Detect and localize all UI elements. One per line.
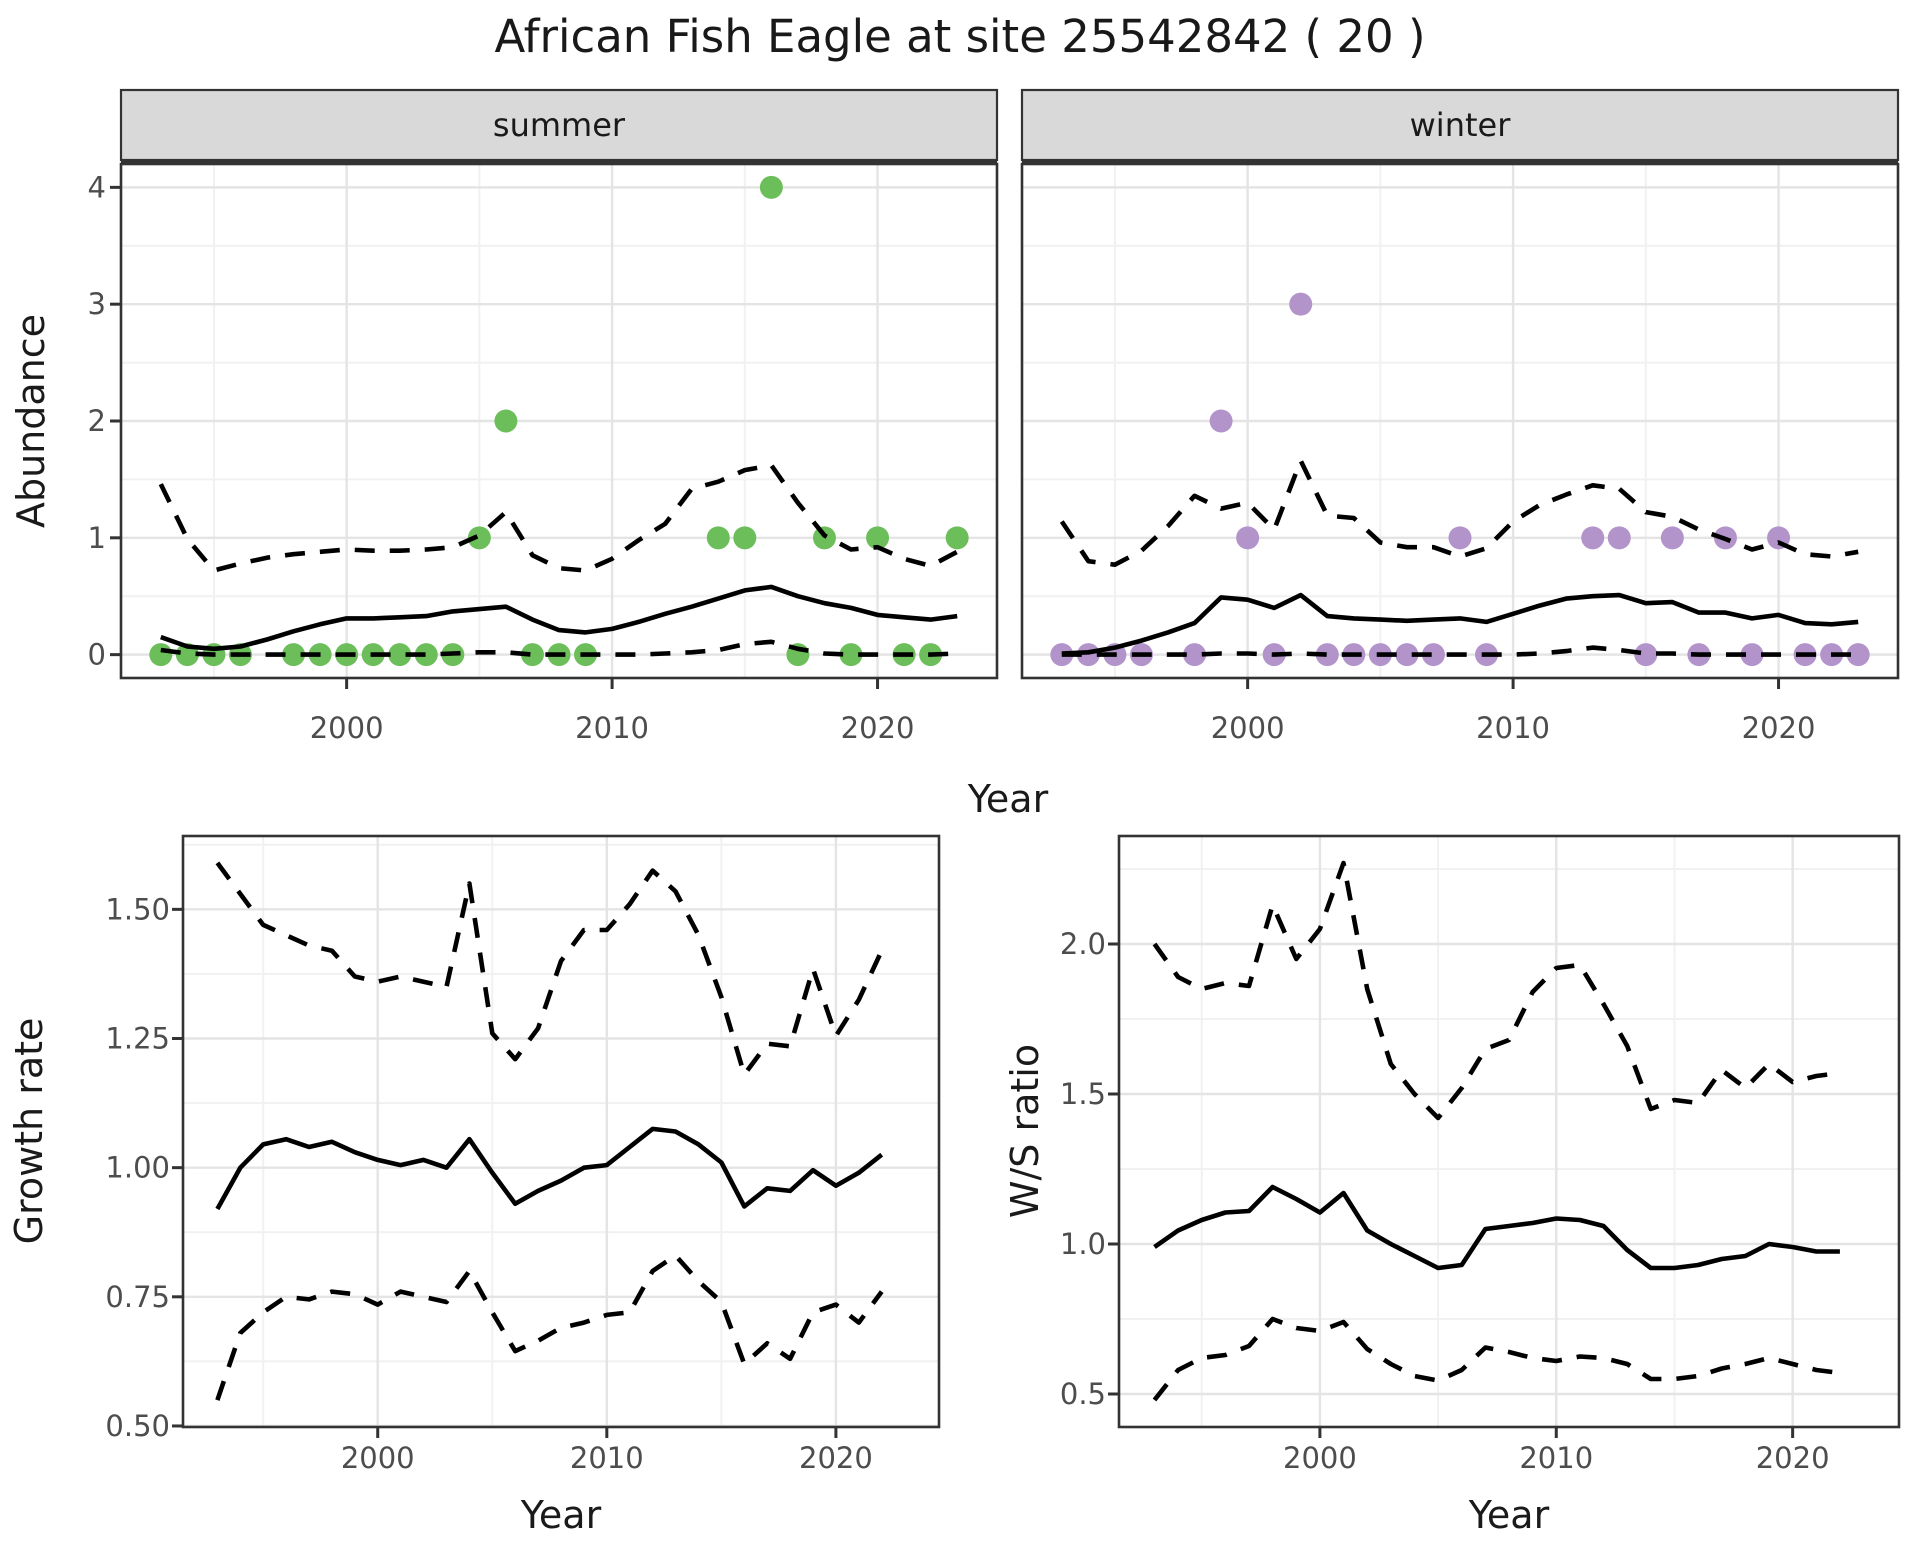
x-tick-label: 2000	[1211, 711, 1285, 745]
series-path-upper95	[1152, 860, 1841, 1121]
data-point	[1846, 643, 1870, 667]
x-tick-label: 2020	[841, 711, 915, 745]
panel-border	[181, 834, 941, 1429]
y-tick-label: 2	[88, 404, 106, 438]
data-point	[1581, 526, 1605, 550]
y-tick-label: 0	[88, 638, 106, 672]
panel-background	[1119, 836, 1899, 1427]
panel-abundance-summer: summer 2000 2010 2020 0 1 2 3 4 Abundance	[9, 88, 999, 745]
x-tick-label: 2020	[1756, 1441, 1830, 1475]
chart-title: African Fish Eagle at site 25542842 ( 20…	[494, 10, 1426, 63]
data-point	[1315, 643, 1339, 667]
data-layer	[215, 861, 884, 1401]
x-tick-label: 2010	[1476, 711, 1550, 745]
series-path-upper95	[215, 861, 884, 1077]
facet-strip-label: summer	[493, 106, 626, 144]
data-point	[733, 526, 757, 550]
y-tick-label: 0.50	[105, 1409, 170, 1443]
series-path-lower95	[1061, 645, 1859, 657]
x-tick-label: 2000	[341, 1441, 415, 1475]
data-point	[1607, 526, 1631, 550]
y-tick-label: 1	[88, 521, 106, 555]
data-point	[1634, 643, 1658, 667]
data-point	[282, 643, 306, 667]
panel-abundance-winter: winter 2000 2010 2020	[1020, 88, 1900, 745]
y-axis-title: W/S ratio	[1003, 1044, 1047, 1218]
y-axis-title: Abundance	[9, 314, 53, 528]
y-axis-title: Growth rate	[7, 1018, 51, 1245]
y-tick-label: 4	[88, 170, 106, 204]
x-tick-label: 2010	[1519, 1441, 1593, 1475]
data-point	[1076, 643, 1100, 667]
data-point	[1395, 643, 1419, 667]
series-path-lower95	[1152, 1316, 1841, 1402]
data-point	[1740, 643, 1764, 667]
x-tick-label: 2020	[1742, 711, 1816, 745]
x-axis-title: Year	[520, 1493, 602, 1537]
data-point	[1209, 409, 1233, 433]
data-layer	[149, 175, 969, 667]
facet-strip-label: winter	[1410, 106, 1512, 144]
y-tick-label: 1.5	[1060, 1077, 1106, 1111]
data-point	[1421, 643, 1445, 667]
panel-growth-rate: 2000 2010 2020 0.50 0.75 1.00 1.25 1.50 Growth r…	[7, 834, 941, 1537]
series-path-upper95	[158, 463, 959, 573]
data-point	[759, 175, 783, 199]
y-tick-label: 1.25	[105, 1022, 170, 1056]
series-path-lower95	[215, 1253, 884, 1401]
x-axis-title-top-row: Year	[967, 777, 1049, 821]
x-tick-label: 2010	[575, 711, 649, 745]
data-point	[1183, 643, 1207, 667]
series-path-mean	[160, 584, 958, 652]
data-point	[149, 643, 173, 667]
y-tick-label: 0.5	[1060, 1377, 1106, 1411]
y-tick-label: 0.75	[105, 1280, 170, 1314]
facet-strip	[1020, 88, 1900, 162]
x-tick-label: 2010	[570, 1441, 644, 1475]
data-point	[1660, 526, 1684, 550]
y-tick-label: 1.0	[1060, 1227, 1106, 1261]
data-point	[866, 526, 890, 550]
series-path-mean	[215, 1126, 884, 1211]
x-axis-title: Year	[1468, 1493, 1550, 1537]
data-point	[839, 643, 863, 667]
data-point	[1236, 526, 1260, 550]
series-path-mean	[1061, 592, 1859, 656]
data-point	[414, 643, 438, 667]
panel-ws-ratio: 2000 2010 2020 0.5 1.0 1.5 2.0 W/S ratio Year	[1003, 834, 1901, 1537]
data-layer	[1050, 292, 1870, 667]
series-path-upper95	[1059, 458, 1859, 567]
data-point	[945, 526, 969, 550]
facet-strip	[119, 88, 999, 162]
data-point	[706, 526, 730, 550]
y-tick-label: 1.50	[105, 892, 170, 926]
y-tick-label: 3	[88, 287, 106, 321]
data-point	[494, 409, 518, 433]
x-tick-label: 2020	[799, 1441, 873, 1475]
x-tick-label: 2000	[1283, 1441, 1357, 1475]
data-layer	[1152, 860, 1841, 1402]
data-point	[1289, 292, 1313, 316]
y-tick-label: 1.00	[105, 1151, 170, 1185]
panel-background	[183, 836, 939, 1427]
data-point	[1448, 526, 1472, 550]
panel-border	[1117, 834, 1901, 1429]
data-point	[388, 643, 412, 667]
series-path-lower95	[160, 639, 958, 657]
x-tick-label: 2000	[310, 711, 384, 745]
data-point	[467, 526, 491, 550]
data-point	[520, 643, 544, 667]
y-tick-label: 2.0	[1060, 927, 1106, 961]
series-path-mean	[1153, 1184, 1840, 1271]
